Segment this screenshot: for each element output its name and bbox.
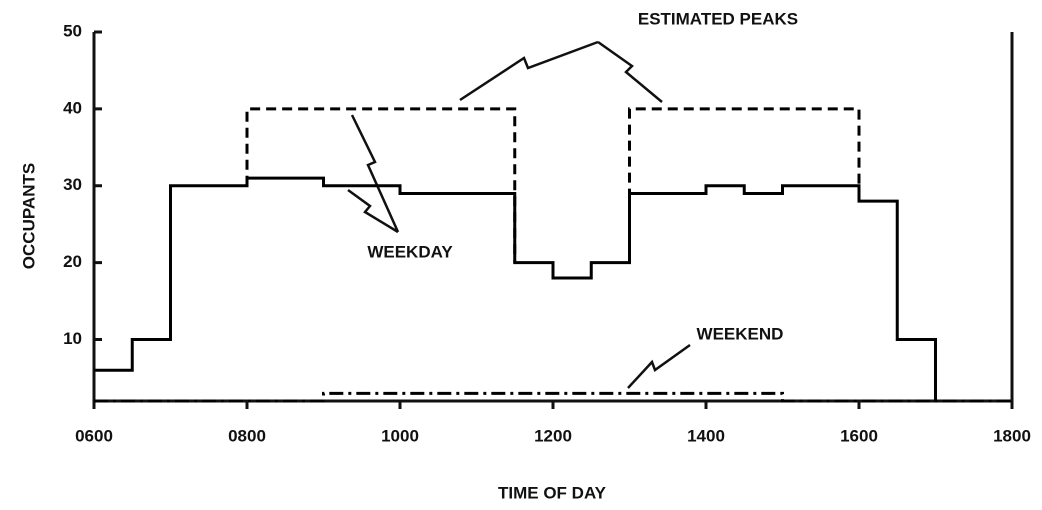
x-tick-label: 1000 (381, 426, 419, 445)
y-tick-label: 20 (63, 252, 82, 271)
x-tick-label: 1400 (687, 426, 725, 445)
leader (350, 114, 400, 233)
annotation: WEEKDAY (367, 242, 453, 261)
leader (347, 188, 399, 234)
y-axis-label: OCCUPANTS (19, 163, 38, 269)
series-line (245, 107, 861, 263)
y-tick-label: 10 (63, 329, 82, 348)
y-tick-label: 30 (63, 175, 82, 194)
series-line (94, 176, 937, 401)
annotation: ESTIMATED PEAKS (638, 9, 798, 28)
x-tick-label: 1800 (993, 426, 1031, 445)
y-tick-label: 40 (63, 98, 82, 117)
annotation: WEEKEND (697, 324, 784, 343)
leader (627, 343, 691, 389)
x-tick-label: 1200 (534, 426, 572, 445)
leader (459, 40, 599, 102)
leader (597, 40, 663, 103)
x-axis-label: TIME OF DAY (498, 483, 607, 502)
x-tick-label: 0600 (75, 426, 113, 445)
x-tick-label: 0800 (228, 426, 266, 445)
x-tick-label: 1600 (840, 426, 878, 445)
series-line (94, 391, 1012, 403)
y-tick-label: 50 (63, 21, 82, 40)
